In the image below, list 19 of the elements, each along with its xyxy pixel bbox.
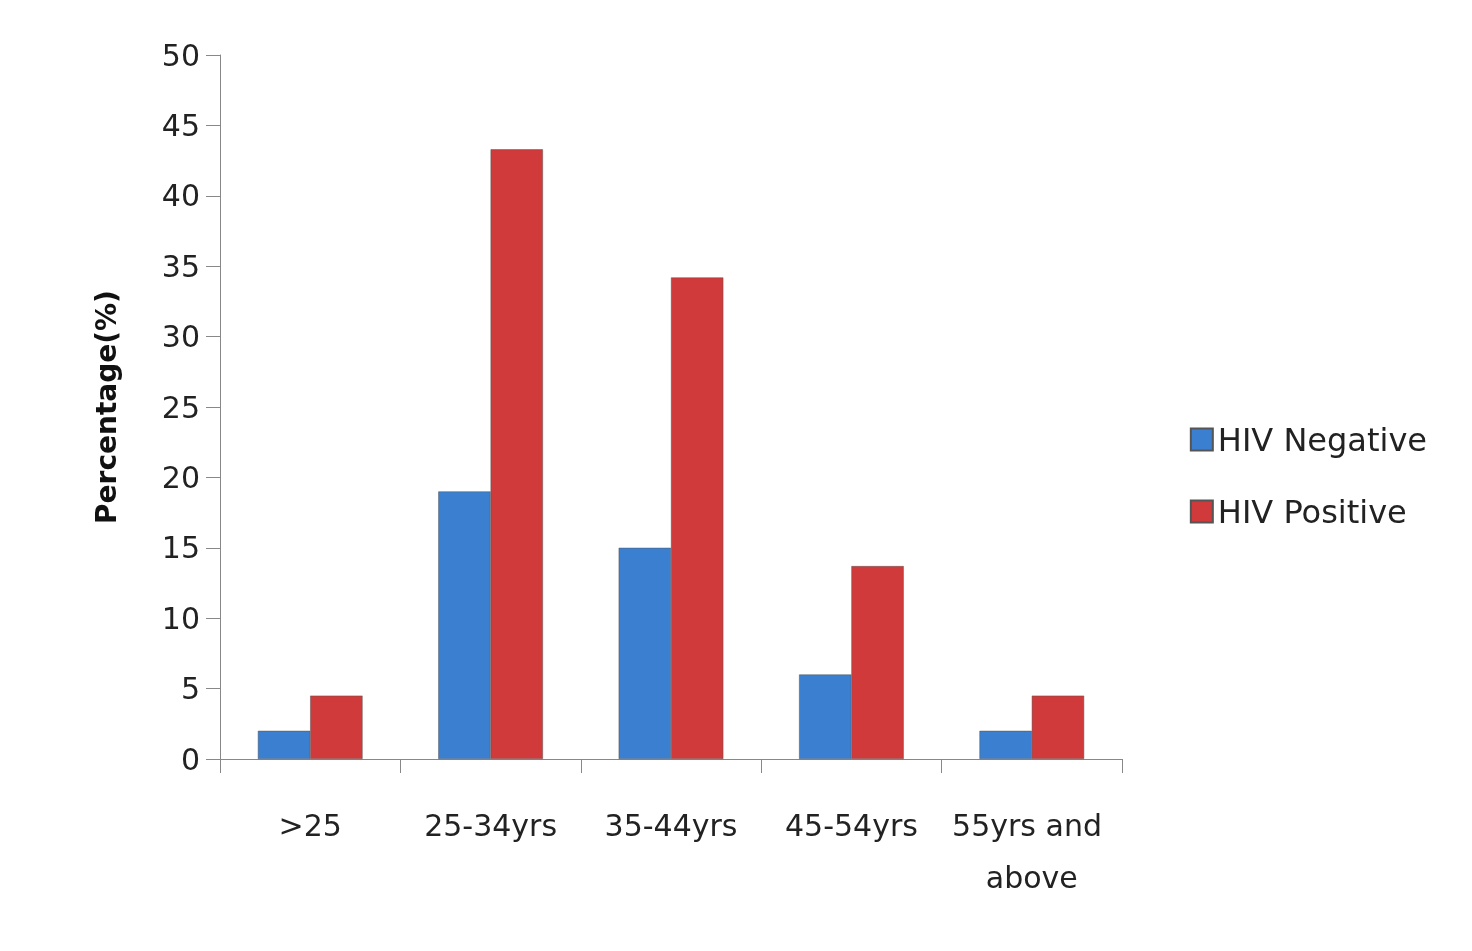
y-tick-label: 10 xyxy=(161,600,200,636)
x-tick-label: 25-34yrs xyxy=(424,807,558,843)
y-tick-label: 5 xyxy=(180,671,200,707)
x-tick-label: 35-44yrs xyxy=(604,807,738,843)
x-tick-label: 55yrs and above xyxy=(952,807,1112,895)
y-tick-label: 40 xyxy=(161,178,200,214)
y-tick-label: 25 xyxy=(161,389,200,425)
y-tick-label: 35 xyxy=(161,248,200,284)
legend-label: HIV Positive xyxy=(1217,492,1407,531)
y-tick-label: 30 xyxy=(161,319,200,355)
x-tick-label: 45-54yrs xyxy=(784,807,918,843)
y-tick-label: 0 xyxy=(180,741,200,777)
y-axis-title: Percentage(%) xyxy=(89,290,123,524)
y-tick-label: 45 xyxy=(161,107,200,143)
y-tick-label: 20 xyxy=(161,459,200,495)
y-tick-label: 50 xyxy=(161,37,200,73)
y-tick-label: 15 xyxy=(161,530,200,566)
x-tick-label: >25 xyxy=(278,807,342,843)
legend-label: HIV Negative xyxy=(1217,420,1427,459)
